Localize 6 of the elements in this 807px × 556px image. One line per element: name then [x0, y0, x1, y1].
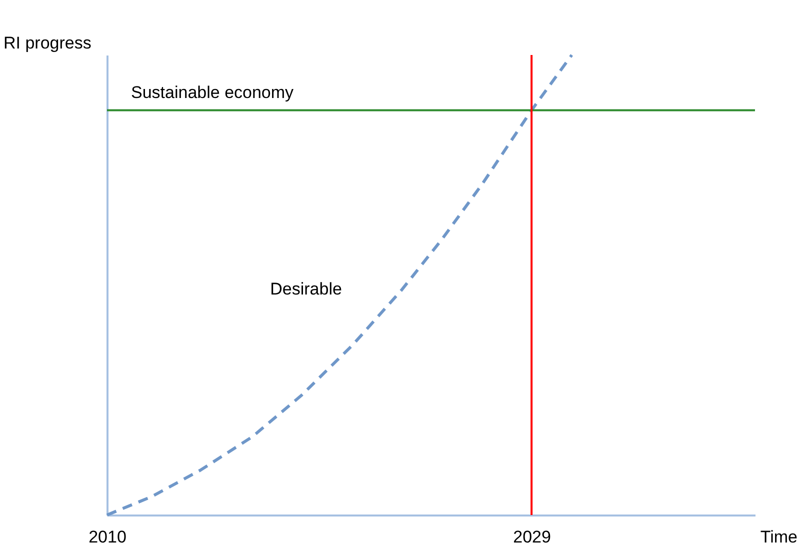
x-tick-label: 2010 [88, 528, 126, 546]
y-axis-title: RI progress [4, 34, 92, 52]
x-axis-title: Time [760, 528, 798, 546]
x-tick-label: 2029 [513, 528, 551, 546]
text: Desirable [270, 280, 342, 299]
ref-line-label: Sustainable economy [131, 83, 294, 102]
